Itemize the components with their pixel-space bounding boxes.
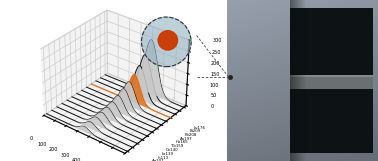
Bar <box>290 76 373 89</box>
Circle shape <box>141 17 191 67</box>
Bar <box>290 75 373 77</box>
Circle shape <box>158 31 178 50</box>
Bar <box>290 8 373 153</box>
